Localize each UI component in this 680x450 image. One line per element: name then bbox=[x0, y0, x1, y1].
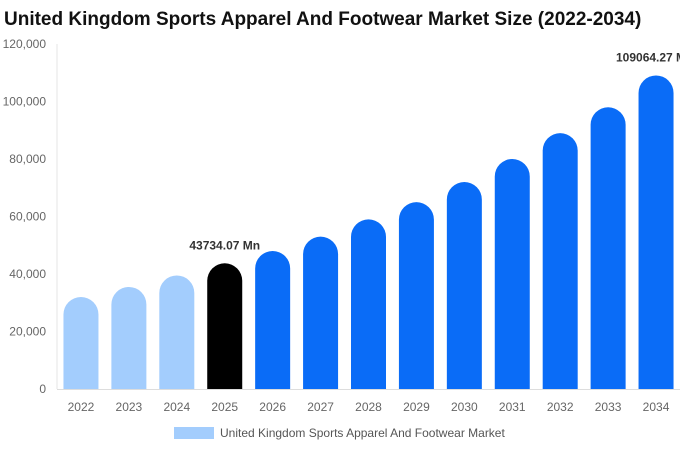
y-tick-label: 60,000 bbox=[9, 210, 46, 224]
legend-label: United Kingdom Sports Apparel And Footwe… bbox=[220, 426, 505, 440]
y-tick-label: 20,000 bbox=[9, 325, 46, 339]
y-tick-label: 100,000 bbox=[3, 95, 47, 109]
bar-2028 bbox=[351, 219, 386, 389]
bar-chart: 0 20,000 40,000 60,000 80,000 100,000 120,000 2… bbox=[3, 37, 680, 414]
bar-2026 bbox=[255, 251, 291, 389]
bar-2027 bbox=[303, 236, 339, 389]
chart-legend: United Kingdom Sports Apparel And Footwe… bbox=[174, 425, 505, 441]
x-tick-label: 2023 bbox=[116, 400, 143, 414]
y-tick-label: 120,000 bbox=[3, 37, 47, 51]
chart-bars bbox=[63, 75, 674, 389]
x-tick-label: 2032 bbox=[547, 400, 574, 414]
bar-2032 bbox=[542, 133, 578, 389]
bar-2033 bbox=[590, 107, 626, 389]
x-tick-label: 2031 bbox=[499, 400, 526, 414]
y-tick-label: 80,000 bbox=[9, 152, 46, 166]
bar-2029 bbox=[398, 202, 434, 389]
y-tick-label: 0 bbox=[39, 382, 46, 396]
data-label: 109064.27 Mn bbox=[616, 50, 680, 64]
x-tick-label: 2024 bbox=[163, 400, 190, 414]
x-tick-label: 2022 bbox=[68, 400, 95, 414]
x-tick-label: 2026 bbox=[259, 400, 286, 414]
chart-labels: 43734.07 Mn 109064.27 Mn bbox=[189, 50, 680, 252]
bar-2022 bbox=[63, 297, 99, 389]
x-tick-label: 2034 bbox=[643, 400, 670, 414]
bar-2025 bbox=[207, 263, 243, 389]
legend-swatch bbox=[174, 427, 214, 439]
x-tick-label: 2030 bbox=[451, 400, 478, 414]
bar-2023 bbox=[111, 286, 147, 389]
y-tick-label: 40,000 bbox=[9, 267, 46, 281]
x-tick-label: 2025 bbox=[211, 400, 238, 414]
bar-2030 bbox=[446, 182, 482, 389]
x-tick-label: 2028 bbox=[355, 400, 382, 414]
bar-2034 bbox=[638, 75, 674, 389]
x-tick-label: 2029 bbox=[403, 400, 430, 414]
bar-2031 bbox=[494, 159, 530, 389]
x-tick-label: 2027 bbox=[307, 400, 334, 414]
chart-axes: 0 20,000 40,000 60,000 80,000 100,000 120,000 2… bbox=[3, 37, 680, 414]
x-tick-label: 2033 bbox=[595, 400, 622, 414]
chart-title: United Kingdom Sports Apparel And Footwe… bbox=[4, 9, 642, 30]
bar-2024 bbox=[159, 275, 195, 389]
data-label: 43734.07 Mn bbox=[189, 238, 260, 252]
